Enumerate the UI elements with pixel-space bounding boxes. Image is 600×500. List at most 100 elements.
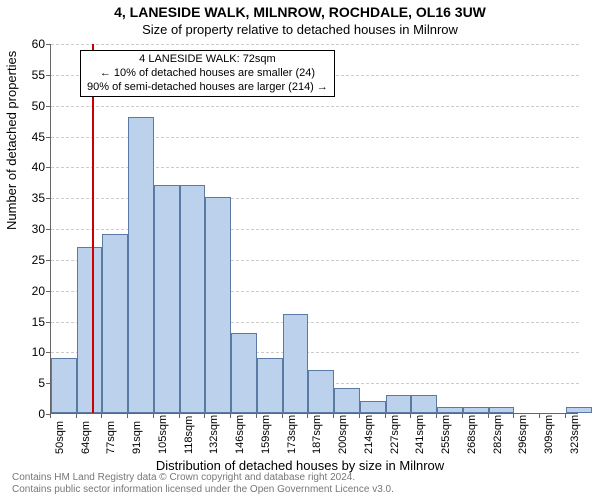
- x-tick-label: 77sqm: [105, 421, 117, 454]
- y-tick-label: 25: [5, 253, 45, 267]
- histogram-bar: [77, 247, 103, 414]
- x-tick-mark: [359, 414, 360, 418]
- x-tick-mark: [282, 414, 283, 418]
- x-tick-label: 132sqm: [208, 415, 220, 454]
- histogram-bar: [154, 185, 180, 413]
- x-tick-mark: [230, 414, 231, 418]
- y-tick-label: 50: [5, 99, 45, 113]
- x-tick-mark: [101, 414, 102, 418]
- x-tick-label: 50sqm: [54, 421, 66, 454]
- histogram-bar: [411, 395, 437, 414]
- histogram-bar: [231, 333, 257, 413]
- y-tick-mark: [46, 106, 50, 107]
- y-tick-mark: [46, 137, 50, 138]
- annotation-line: 4 LANESIDE WALK: 72sqm: [87, 53, 328, 67]
- histogram-bar: [51, 358, 77, 414]
- histogram-bar: [180, 185, 206, 413]
- y-tick-mark: [46, 229, 50, 230]
- x-tick-label: 105sqm: [157, 415, 169, 454]
- y-tick-mark: [46, 198, 50, 199]
- x-tick-mark: [153, 414, 154, 418]
- attribution-line: Contains HM Land Registry data © Crown c…: [12, 472, 394, 484]
- attribution-text: Contains HM Land Registry data © Crown c…: [12, 472, 394, 496]
- y-tick-label: 60: [5, 37, 45, 51]
- y-tick-mark: [46, 322, 50, 323]
- x-tick-mark: [76, 414, 77, 418]
- y-tick-label: 20: [5, 284, 45, 298]
- y-tick-label: 5: [5, 376, 45, 390]
- histogram-bar: [386, 395, 412, 414]
- histogram-bar: [257, 358, 283, 414]
- gridline: [51, 106, 579, 107]
- histogram-bar: [308, 370, 334, 413]
- x-tick-mark: [488, 414, 489, 418]
- y-tick-label: 15: [5, 315, 45, 329]
- x-tick-label: 64sqm: [80, 421, 92, 454]
- annotation-line: ← 10% of detached houses are smaller (24…: [87, 67, 328, 81]
- y-tick-mark: [46, 260, 50, 261]
- histogram-bar: [360, 401, 386, 413]
- x-tick-mark: [513, 414, 514, 418]
- y-tick-label: 0: [5, 407, 45, 421]
- x-tick-label: 118sqm: [183, 416, 195, 454]
- x-tick-mark: [436, 414, 437, 418]
- histogram-bar: [437, 407, 463, 413]
- y-tick-mark: [46, 75, 50, 76]
- histogram-bar: [489, 407, 515, 413]
- x-tick-label: 159sqm: [260, 415, 272, 454]
- y-tick-label: 30: [5, 222, 45, 236]
- y-tick-label: 55: [5, 68, 45, 82]
- x-tick-label: 173sqm: [286, 415, 298, 454]
- reference-line: [92, 44, 94, 413]
- x-tick-label: 91sqm: [131, 421, 143, 454]
- x-tick-label: 214sqm: [363, 415, 375, 454]
- plot-area: [50, 44, 578, 414]
- x-tick-label: 146sqm: [234, 415, 246, 454]
- histogram-bar: [102, 234, 128, 413]
- x-tick-label: 227sqm: [389, 415, 401, 454]
- x-tick-mark: [410, 414, 411, 418]
- x-tick-mark: [385, 414, 386, 418]
- chart-container: 4, LANESIDE WALK, MILNROW, ROCHDALE, OL1…: [0, 0, 600, 500]
- x-tick-label: 323sqm: [569, 415, 581, 454]
- annotation-line: 90% of semi-detached houses are larger (…: [87, 81, 328, 95]
- y-tick-mark: [46, 383, 50, 384]
- x-tick-mark: [565, 414, 566, 418]
- histogram-bar: [566, 407, 592, 413]
- x-tick-mark: [256, 414, 257, 418]
- x-tick-label: 309sqm: [543, 415, 555, 454]
- x-tick-label: 241sqm: [414, 415, 426, 454]
- x-tick-label: 296sqm: [517, 415, 529, 454]
- chart-title: 4, LANESIDE WALK, MILNROW, ROCHDALE, OL1…: [0, 4, 600, 20]
- chart-subtitle: Size of property relative to detached ho…: [0, 22, 600, 37]
- histogram-bar: [283, 314, 309, 413]
- histogram-bar: [205, 197, 231, 413]
- x-tick-mark: [333, 414, 334, 418]
- y-tick-mark: [46, 167, 50, 168]
- x-tick-label: 282sqm: [492, 415, 504, 454]
- y-tick-mark: [46, 352, 50, 353]
- x-tick-mark: [179, 414, 180, 418]
- annotation-box: 4 LANESIDE WALK: 72sqm← 10% of detached …: [80, 50, 335, 97]
- y-tick-mark: [46, 291, 50, 292]
- y-tick-mark: [46, 44, 50, 45]
- y-tick-label: 40: [5, 160, 45, 174]
- y-tick-label: 10: [5, 345, 45, 359]
- x-tick-mark: [539, 414, 540, 418]
- x-tick-mark: [204, 414, 205, 418]
- y-tick-label: 45: [5, 130, 45, 144]
- attribution-line: Contains public sector information licen…: [12, 484, 394, 496]
- histogram-bar: [334, 388, 360, 413]
- x-tick-mark: [127, 414, 128, 418]
- x-tick-mark: [462, 414, 463, 418]
- histogram-bar: [463, 407, 489, 413]
- x-tick-label: 200sqm: [337, 415, 349, 454]
- x-tick-mark: [50, 414, 51, 418]
- x-tick-label: 187sqm: [311, 415, 323, 454]
- x-tick-label: 255sqm: [440, 415, 452, 454]
- gridline: [51, 44, 579, 45]
- x-tick-label: 268sqm: [466, 415, 478, 454]
- x-axis-label: Distribution of detached houses by size …: [0, 458, 600, 473]
- y-tick-label: 35: [5, 191, 45, 205]
- x-tick-mark: [307, 414, 308, 418]
